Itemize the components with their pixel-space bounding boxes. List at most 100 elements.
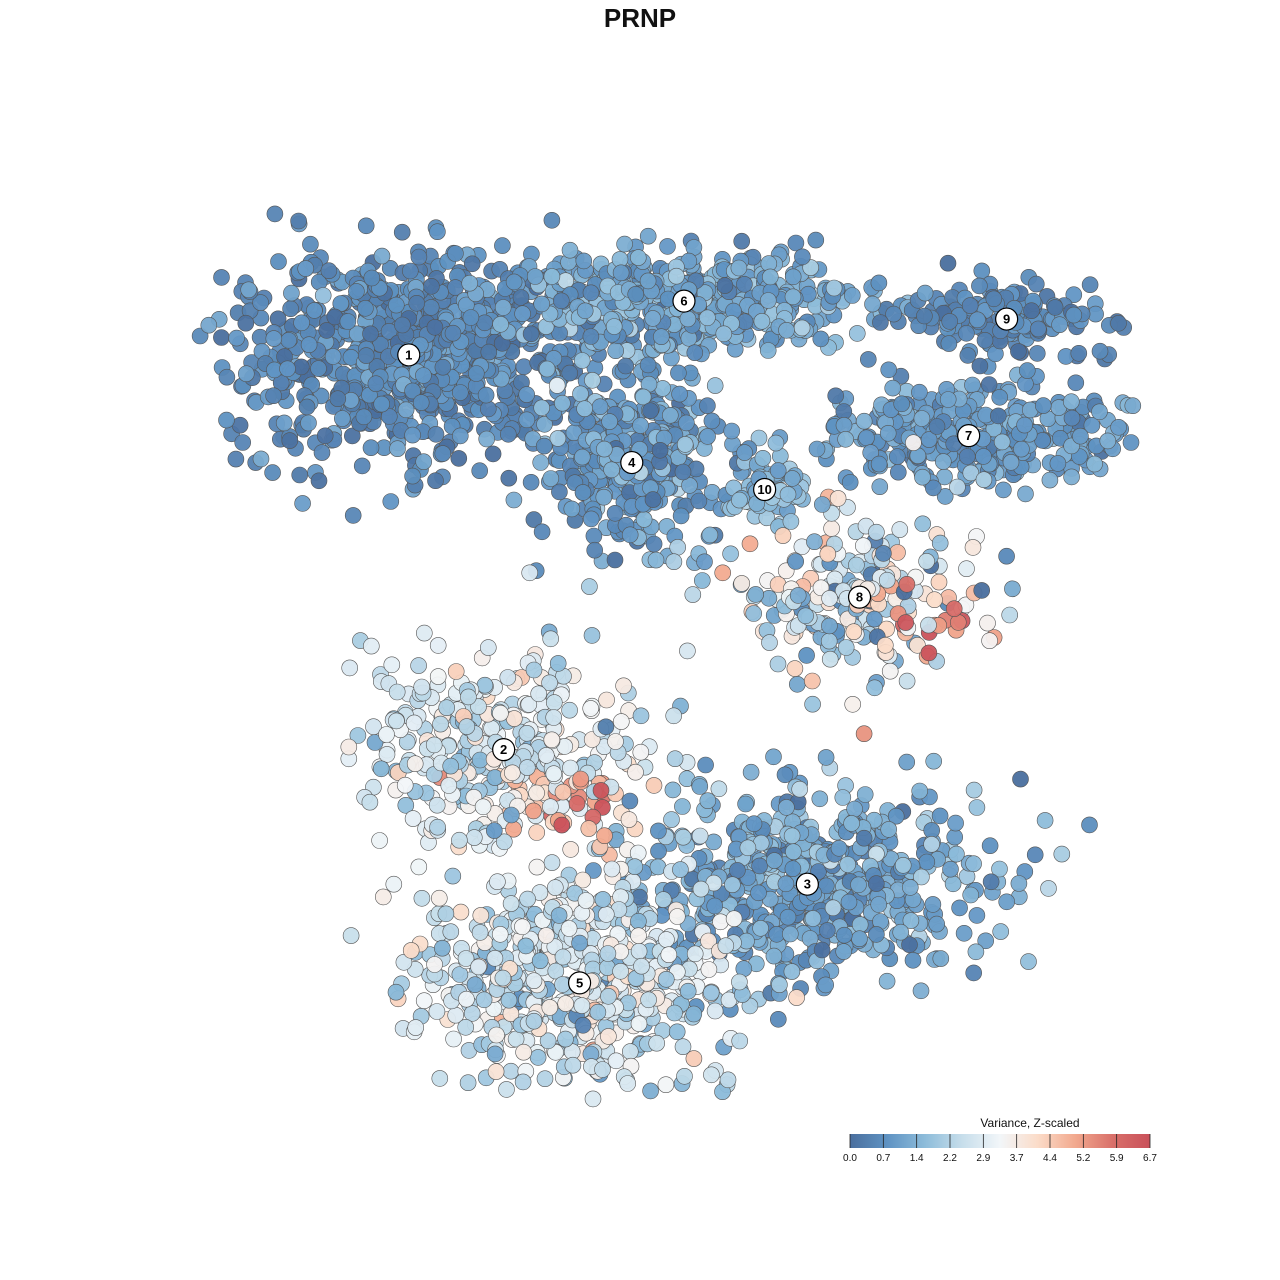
cluster-label-5: 5 bbox=[567, 971, 592, 995]
data-point bbox=[634, 388, 652, 406]
data-point bbox=[648, 1034, 666, 1052]
data-point bbox=[525, 511, 543, 528]
data-point bbox=[428, 796, 446, 814]
data-point bbox=[975, 471, 993, 489]
data-point bbox=[341, 659, 359, 677]
data-point bbox=[905, 434, 922, 452]
data-point bbox=[451, 427, 469, 445]
data-point bbox=[294, 495, 311, 512]
data-point bbox=[438, 699, 456, 717]
data-point bbox=[467, 365, 485, 382]
colorbar-tick-label: 6.7 bbox=[1143, 1153, 1157, 1164]
data-point bbox=[786, 660, 804, 677]
data-point bbox=[412, 394, 430, 411]
data-point bbox=[686, 344, 704, 362]
data-point bbox=[580, 820, 598, 837]
data-point bbox=[1124, 397, 1142, 415]
data-point bbox=[466, 976, 484, 994]
data-point bbox=[413, 678, 431, 696]
chart-title: PRNP bbox=[604, 3, 676, 33]
cluster-label-3: 3 bbox=[795, 872, 819, 896]
data-point bbox=[911, 383, 928, 401]
data-point bbox=[404, 426, 421, 444]
data-point bbox=[926, 591, 943, 609]
data-point bbox=[630, 942, 648, 960]
data-point bbox=[535, 437, 553, 455]
data-point bbox=[813, 496, 831, 513]
cluster-label-text: 5 bbox=[576, 975, 583, 990]
data-point bbox=[445, 1030, 462, 1048]
data-point bbox=[779, 486, 797, 503]
data-point bbox=[582, 328, 600, 345]
colorbar-tick-label: 5.2 bbox=[1076, 1153, 1090, 1164]
data-point bbox=[471, 751, 489, 769]
data-point bbox=[541, 999, 559, 1016]
data-point bbox=[706, 1002, 724, 1020]
data-point bbox=[626, 858, 644, 876]
data-point bbox=[930, 573, 948, 591]
colorbar-tick-label: 0.0 bbox=[843, 1153, 857, 1164]
data-point bbox=[1099, 432, 1117, 450]
cluster-label-text: 1 bbox=[405, 347, 412, 362]
data-point bbox=[486, 1045, 504, 1063]
data-point bbox=[939, 254, 957, 272]
data-point bbox=[964, 376, 981, 394]
data-point bbox=[470, 958, 487, 976]
data-point bbox=[789, 587, 807, 604]
data-point bbox=[461, 274, 479, 292]
data-point bbox=[422, 299, 440, 316]
data-point bbox=[465, 829, 483, 846]
data-point bbox=[924, 896, 942, 913]
colorbar-tick-label: 4.4 bbox=[1043, 1153, 1057, 1164]
data-point bbox=[607, 733, 624, 750]
data-point bbox=[549, 655, 567, 672]
data-point bbox=[645, 777, 663, 794]
data-point bbox=[348, 283, 365, 300]
data-point bbox=[750, 884, 767, 902]
data-point bbox=[627, 285, 645, 303]
colorbar-tick-label: 1.4 bbox=[910, 1153, 924, 1164]
data-point bbox=[752, 919, 769, 937]
data-point bbox=[571, 934, 588, 952]
data-point bbox=[599, 945, 617, 962]
data-point bbox=[1030, 320, 1047, 338]
data-point bbox=[867, 875, 885, 892]
data-point bbox=[668, 267, 685, 285]
data-point bbox=[911, 782, 929, 800]
data-point bbox=[630, 912, 647, 930]
data-point bbox=[415, 992, 433, 1010]
data-point bbox=[494, 299, 512, 316]
data-point bbox=[702, 984, 720, 1002]
data-point bbox=[843, 287, 861, 304]
data-point bbox=[848, 325, 866, 342]
cluster-label-text: 2 bbox=[500, 742, 507, 757]
data-point bbox=[388, 683, 406, 701]
data-point bbox=[639, 227, 657, 245]
data-point bbox=[674, 463, 692, 481]
data-point bbox=[429, 818, 446, 836]
data-point bbox=[537, 747, 555, 764]
data-point bbox=[426, 956, 443, 973]
data-point bbox=[557, 272, 575, 290]
data-point bbox=[494, 237, 511, 254]
data-point bbox=[357, 347, 375, 364]
data-point bbox=[703, 1066, 720, 1084]
data-point bbox=[640, 991, 657, 1009]
data-point bbox=[389, 440, 406, 458]
data-point bbox=[1063, 393, 1080, 411]
data-point bbox=[486, 769, 504, 786]
data-point bbox=[958, 324, 975, 342]
cluster-label-text: 10 bbox=[757, 482, 771, 497]
data-point bbox=[765, 947, 783, 965]
data-point bbox=[1012, 770, 1029, 788]
data-point bbox=[771, 976, 788, 994]
data-point bbox=[621, 1043, 639, 1060]
data-point bbox=[674, 828, 692, 846]
data-point bbox=[562, 841, 580, 858]
cluster-label-text: 4 bbox=[628, 455, 636, 470]
data-point bbox=[238, 365, 255, 383]
data-point bbox=[797, 607, 814, 625]
data-point bbox=[568, 795, 586, 812]
data-point bbox=[1016, 416, 1033, 434]
